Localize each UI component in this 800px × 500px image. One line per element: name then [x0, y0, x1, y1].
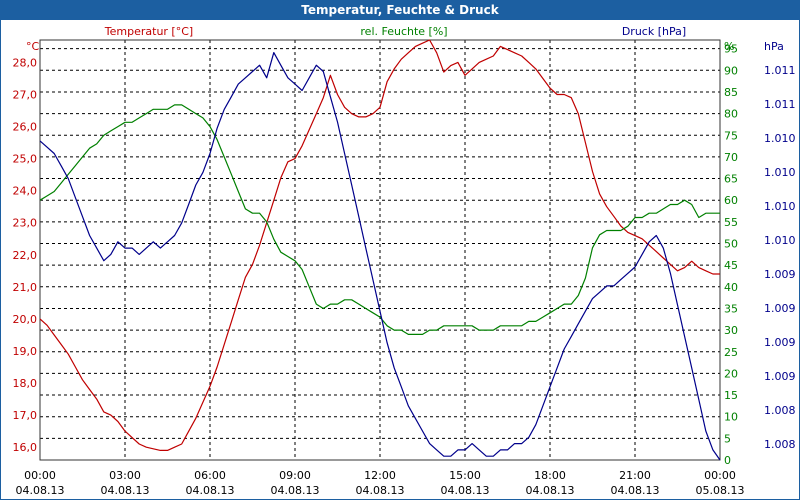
- humidity-axis-tick: 85: [724, 86, 738, 99]
- x-tick-date: 04.08.13: [186, 484, 235, 497]
- left-axis-tick: 22,0: [13, 249, 38, 262]
- x-tick-date: 04.08.13: [356, 484, 405, 497]
- x-tick-time: 00:00: [704, 469, 736, 482]
- left-axis-tick: 27,0: [13, 89, 38, 102]
- humidity-axis-tick: 75: [724, 129, 738, 142]
- humidity-axis-tick: 90: [724, 64, 738, 77]
- humidity-axis-tick: 10: [724, 411, 738, 424]
- pressure-axis-tick: 1.010: [764, 166, 796, 179]
- left-axis-tick: 28,0: [13, 56, 38, 69]
- humidity-axis-tick: 15: [724, 389, 738, 402]
- humidity-axis-tick: 30: [724, 324, 738, 337]
- x-tick-time: 15:00: [449, 469, 481, 482]
- x-tick-date: 04.08.13: [611, 484, 660, 497]
- temperature-line: [39, 39, 720, 451]
- x-tick-date: 04.08.13: [526, 484, 575, 497]
- x-tick-time: 09:00: [279, 469, 311, 482]
- humidity-axis-tick: 0: [724, 454, 731, 467]
- pressure-axis-tick: 1.009: [764, 302, 796, 315]
- x-tick-time: 06:00: [194, 469, 226, 482]
- humidity-axis-tick: 45: [724, 259, 738, 272]
- pressure-axis-tick: 1.008: [764, 404, 796, 417]
- left-axis-tick: 23,0: [13, 217, 38, 230]
- left-axis-tick: 21,0: [13, 281, 38, 294]
- humidity-axis-tick: 5: [724, 432, 731, 445]
- x-tick-time: 00:00: [24, 469, 56, 482]
- x-tick-time: 18:00: [534, 469, 566, 482]
- humidity-axis-tick: 40: [724, 281, 738, 294]
- humidity-axis-tick: 50: [724, 238, 738, 251]
- x-tick-date: 04.08.13: [101, 484, 150, 497]
- humidity-line: [39, 104, 720, 335]
- humidity-axis-label: rel. Feuchte [%]: [360, 25, 447, 38]
- pressure-axis-tick: 1.009: [764, 268, 796, 281]
- left-axis-tick: 26,0: [13, 121, 38, 134]
- x-tick-time: 03:00: [109, 469, 141, 482]
- humidity-axis-tick: 25: [724, 346, 738, 359]
- pressure-axis-tick: 1.008: [764, 438, 796, 451]
- pressure-line: [39, 51, 721, 461]
- x-tick-time: 12:00: [364, 469, 396, 482]
- left-axis-tick: 20,0: [13, 313, 38, 326]
- humidity-axis-tick: 70: [724, 151, 738, 164]
- humidity-axis-tick: 80: [724, 108, 738, 121]
- pressure-axis-tick: 1.009: [764, 370, 796, 383]
- left-axis-tick: 17,0: [13, 409, 38, 422]
- chart-grid: [40, 40, 720, 460]
- left-axis-tick: 16,0: [13, 441, 38, 454]
- chart-title: Temperatur, Feuchte & Druck: [0, 0, 800, 20]
- humidity-axis-tick: 35: [724, 302, 738, 315]
- pressure-axis-tick: 1.011: [764, 98, 796, 111]
- pressure-axis-label: Druck [hPa]: [622, 25, 686, 38]
- left-axis-unit: °C: [26, 40, 40, 53]
- x-tick-date: 04.08.13: [441, 484, 490, 497]
- x-tick-time: 21:00: [619, 469, 651, 482]
- pressure-axis-tick: 1.010: [764, 132, 796, 145]
- humidity-axis-unit: %: [724, 40, 734, 53]
- pressure-axis-tick: 1.010: [764, 234, 796, 247]
- humidity-axis-tick: 55: [724, 216, 738, 229]
- humidity-axis-tick: 20: [724, 367, 738, 380]
- left-axis-label: Temperatur [°C]: [104, 25, 193, 38]
- x-tick-date: 04.08.13: [16, 484, 65, 497]
- plot-area-border: [39, 39, 721, 461]
- left-axis-tick: 25,0: [13, 153, 38, 166]
- pressure-axis-unit: hPa: [764, 40, 784, 53]
- x-tick-date: 05.08.13: [696, 484, 745, 497]
- left-axis-tick: 19,0: [13, 345, 38, 358]
- chart-labels: 00:00 04.08.13 03:00 04.08.13 06:00 04.08.13 0…: [13, 25, 796, 497]
- left-axis-tick: 18,0: [13, 377, 38, 390]
- humidity-axis-tick: 65: [724, 173, 738, 186]
- humidity-axis-tick: 95: [724, 43, 738, 56]
- pressure-axis-tick: 1.011: [764, 64, 796, 77]
- pressure-axis-tick: 1.009: [764, 336, 796, 349]
- pressure-axis-tick: 1.010: [764, 200, 796, 213]
- left-axis-tick: 24,0: [13, 185, 38, 198]
- humidity-axis-tick: 60: [724, 194, 738, 207]
- chart-series: [39, 39, 721, 461]
- x-tick-date: 04.08.13: [271, 484, 320, 497]
